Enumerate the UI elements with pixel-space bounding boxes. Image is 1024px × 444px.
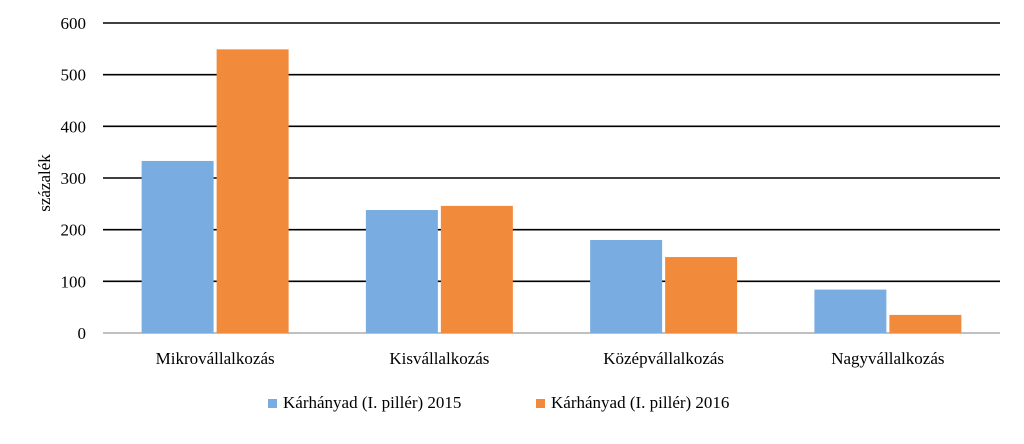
bar [141,160,214,333]
y-tick-label: 200 [61,221,87,240]
x-tick-label: Középvállalkozás [603,349,724,368]
bar [365,210,438,333]
x-tick-label: Kisvállalkozás [389,349,489,368]
legend-swatch [536,399,545,408]
y-tick-label: 500 [61,66,87,85]
bar [440,205,513,333]
bar [814,289,887,333]
legend-label: Kárhányad (I. pillér) 2015 [283,393,461,412]
y-tick-label: 600 [61,14,87,33]
legend: Kárhányad (I. pillér) 2015 Kárhányad (I. … [268,393,729,412]
x-tick-label: Mikrovállalkozás [156,349,275,368]
bar [216,49,289,333]
y-axis-title: százalék [35,154,54,212]
x-tick-label: Nagyvállalkozás [831,349,944,368]
y-tick-label: 0 [78,324,87,343]
y-tick-label: 100 [61,272,87,291]
bars [141,49,962,333]
axes: százalék 0 100 200 300 400 500 600 Mikrovállalk… [35,14,945,368]
y-tick-label: 400 [61,117,87,136]
y-tick-label: 300 [61,169,87,188]
bar [665,257,738,333]
bar [590,240,663,333]
legend-swatch [268,399,277,408]
bar [889,314,962,333]
legend-label: Kárhányad (I. pillér) 2016 [551,393,729,412]
